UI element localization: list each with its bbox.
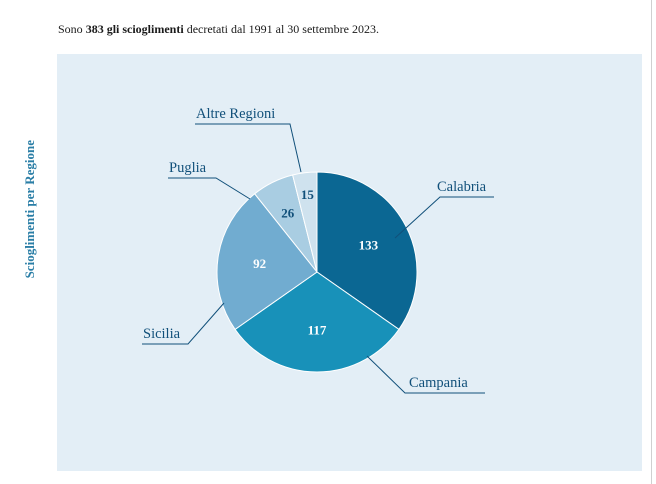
callout-line-calabria bbox=[394, 196, 494, 239]
callout-line-puglia bbox=[168, 177, 251, 200]
callout-label-campania: Campania bbox=[409, 375, 468, 391]
intro-text: Sono 383 gli scioglimenti decretati dal … bbox=[58, 22, 379, 37]
pie-slice-altre-regioni bbox=[292, 171, 318, 273]
intro-highlight: 383 gli scioglimenti bbox=[85, 22, 184, 36]
intro-prefix: Sono bbox=[58, 22, 86, 36]
callout-label-puglia: Puglia bbox=[169, 160, 207, 176]
pie-slice-campania bbox=[234, 271, 400, 373]
value-label-campania: 117 bbox=[308, 323, 327, 338]
pie-slice-sicilia bbox=[216, 193, 318, 331]
callout-line-campania bbox=[366, 355, 485, 394]
intro-suffix: decretati dal 1991 al 30 settembre 2023. bbox=[183, 22, 379, 36]
pie-slice-calabria bbox=[316, 171, 418, 331]
callout-label-calabria: Calabria bbox=[437, 179, 487, 195]
value-label-sicilia: 92 bbox=[253, 256, 266, 271]
value-label-calabria: 133 bbox=[359, 238, 379, 253]
callout-label-altre-regioni: Altre Regioni bbox=[196, 106, 275, 122]
pie-slices bbox=[216, 171, 418, 373]
value-label-puglia: 26 bbox=[281, 205, 295, 220]
pie-value-labels: 133 117 92 26 15 bbox=[253, 187, 379, 337]
callout-label-sicilia: Sicilia bbox=[143, 326, 181, 342]
callout-line-sicilia bbox=[142, 302, 225, 345]
pie-callouts: Calabria Campania Sicilia Puglia Altre Regio… bbox=[142, 106, 494, 394]
callout-line-altre-regioni bbox=[195, 123, 302, 173]
value-label-altre-regioni: 15 bbox=[301, 187, 315, 202]
page-edge-rule bbox=[651, 0, 652, 484]
